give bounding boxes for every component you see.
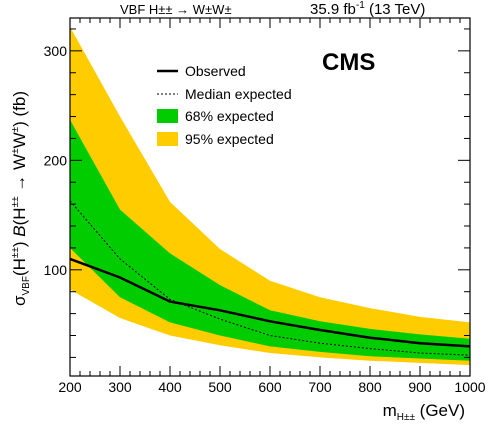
median-expected-line	[69, 200, 471, 356]
y-title-arrow: → W	[10, 154, 29, 197]
x-tick-label: 500	[208, 379, 232, 395]
luminosity-label: 35.9 fb-1 (13 TeV)	[310, 0, 425, 18]
y-title-br-sup: ±±	[10, 196, 21, 207]
legend-95-swatch	[157, 132, 178, 146]
limit-curves	[69, 200, 471, 356]
y-title-higgs: (H	[10, 258, 29, 276]
experiment-label: CMS	[322, 49, 375, 76]
lumi-value: 35.9 fb	[310, 1, 356, 18]
x-tick-label: 400	[158, 379, 182, 395]
y-title-close: )	[10, 241, 29, 247]
x-axis-title: mH±± (GeV)	[383, 401, 465, 423]
x-tick-label: 900	[408, 379, 432, 395]
x-axis-ticks: 200 300 400 500 600 700 800 900 1000	[58, 18, 486, 395]
y-title-sigma: σ	[10, 295, 29, 306]
y-title-unit: ) (fb)	[10, 91, 29, 127]
y-tick-label: 300	[44, 43, 68, 59]
y-tick-label: 100	[44, 262, 68, 278]
x-tick-label: 600	[258, 379, 282, 395]
y-title-higgs-sup: ±±	[10, 247, 21, 258]
y-axis-ticks: 100 200 300	[44, 28, 470, 358]
y-title-w1-sup: ±	[10, 148, 21, 154]
x-axis-title-sub: H±±	[397, 412, 416, 423]
x-axis-title-unit: (GeV)	[415, 401, 465, 420]
x-tick-label: 700	[308, 379, 332, 395]
y-title-w2-sup: ±	[10, 126, 21, 132]
legend-95-label: 95% expected	[185, 131, 274, 147]
legend-68-label: 68% expected	[185, 108, 274, 124]
x-tick-label: 800	[358, 379, 382, 395]
process-label: VBF H±± → W±W±	[120, 2, 232, 17]
y-axis-title: σVBF(H±±) B(H±± → W±W±) (fb)	[10, 91, 32, 306]
legend-68-swatch	[157, 109, 178, 123]
y-title-sigma-sub: VBF	[21, 276, 32, 295]
legend-expected-label: Median expected	[185, 86, 292, 102]
observed-line	[69, 257, 471, 348]
y-title-w2: W	[10, 132, 29, 148]
y-title-br-open: (H	[10, 207, 29, 225]
legend-observed-label: Observed	[185, 63, 246, 79]
y-title-b: B	[10, 225, 29, 236]
x-axis-title-m: m	[383, 401, 397, 420]
x-tick-label: 1000	[454, 379, 485, 395]
x-tick-label: 200	[58, 379, 82, 395]
uncertainty-bands	[70, 26, 470, 366]
lumi-exponent: -1	[356, 0, 365, 11]
x-tick-label: 300	[108, 379, 132, 395]
energy-value: (13 TeV)	[365, 1, 426, 18]
legend: Observed Median expected 68% expected 95…	[157, 63, 292, 147]
y-tick-label: 200	[44, 152, 68, 168]
